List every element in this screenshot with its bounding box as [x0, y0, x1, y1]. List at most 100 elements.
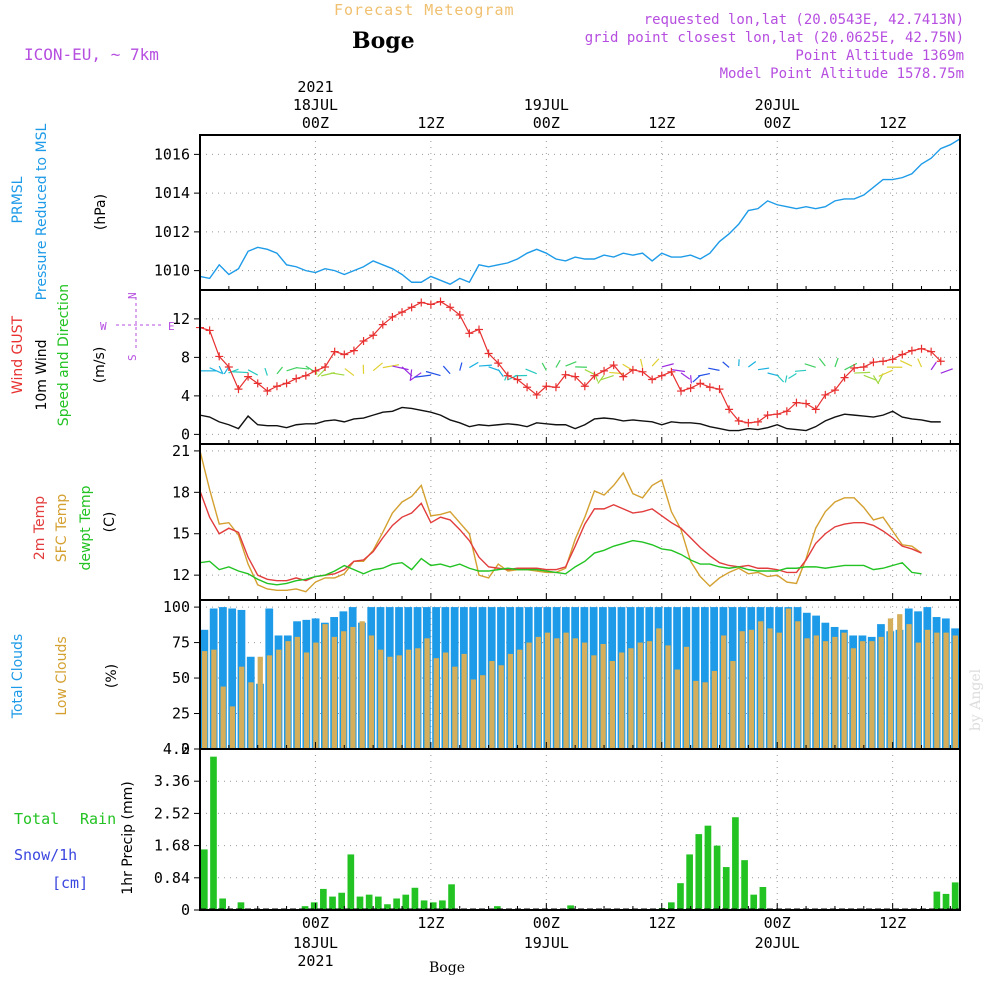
low-cloud-bar: [452, 666, 458, 749]
bottom-hour-label: 00Z: [302, 914, 329, 932]
gust-marker: [840, 373, 849, 382]
gust-marker: [455, 311, 464, 320]
low-cloud-bar: [906, 624, 912, 749]
gust-marker: [571, 372, 580, 381]
low-cloud-bar: [415, 648, 421, 749]
wind-direction-arrow: [818, 357, 826, 367]
y-tick-label: 0: [181, 901, 190, 919]
gust-marker: [821, 390, 830, 399]
low-cloud-bar: [563, 632, 569, 749]
low-cloud-bar: [822, 641, 829, 749]
wind-direction-arrow: [414, 374, 431, 378]
gust-marker: [657, 371, 666, 380]
wind-unit: (m/s): [92, 347, 108, 384]
rain-bar: [402, 894, 410, 910]
rain-bar: [201, 849, 208, 910]
wind-direction-arrow: [757, 367, 770, 371]
wind-direction-arrow: [899, 360, 913, 367]
wind-direction-arrow: [639, 358, 644, 368]
y-tick-label: 0.84: [154, 869, 190, 887]
gust-marker: [282, 379, 291, 388]
low-cloud-bar: [239, 666, 245, 749]
low-cloud-bar: [924, 629, 931, 749]
gust-marker: [734, 416, 743, 425]
station-title: Boge: [352, 28, 415, 54]
y-tick-label: 25: [172, 705, 190, 723]
rain-bar: [429, 902, 437, 910]
wind-direction-arrow: [708, 367, 720, 371]
top-year-label: 2021: [297, 78, 333, 96]
rain-bar: [329, 896, 336, 910]
wind-direction-arrow: [525, 368, 537, 375]
gust-marker: [224, 363, 233, 371]
gust-marker: [907, 346, 916, 355]
y-tick-label: 4: [181, 387, 190, 405]
gust-marker: [628, 365, 637, 374]
gust-marker: [590, 371, 599, 380]
rain-bar: [219, 898, 226, 910]
wind-direction-arrow: [382, 364, 400, 369]
low-cloud-bar: [470, 679, 477, 749]
top-hour-label: 00Z: [302, 114, 329, 132]
bottom-year-label: 2021: [297, 952, 333, 970]
rain-bar: [933, 891, 941, 910]
gust-marker: [272, 382, 281, 391]
wind-direction-arrow: [698, 372, 710, 377]
wind-direction-arrow: [878, 369, 893, 377]
wind-direction-arrow: [784, 375, 788, 383]
gust-marker: [311, 366, 320, 375]
low-cloud-bar: [517, 649, 523, 749]
low-cloud-bar: [544, 632, 551, 749]
precip-unit: 1hr Precip (mm): [120, 781, 136, 894]
wind-direction-arrow: [232, 371, 249, 374]
compass-s: S: [126, 354, 139, 361]
rain-bar: [320, 888, 327, 910]
sfc-temp-label: SFC Temp: [54, 494, 70, 563]
rain-bar: [411, 887, 419, 910]
gust-marker: [927, 347, 936, 356]
y-tick-label: 8: [181, 348, 190, 366]
total-clouds-label: Total Clouds: [10, 634, 26, 719]
low-cloud-bar: [405, 649, 412, 749]
wind-direction-arrow: [940, 368, 953, 374]
low-cloud-bar: [294, 636, 300, 749]
y-tick-label: 0: [181, 740, 190, 758]
rain-bar: [759, 887, 767, 910]
gust-marker: [715, 385, 724, 394]
low-cloud-bar: [795, 621, 801, 749]
y-tick-label: 1014: [154, 184, 190, 202]
gust-marker: [321, 363, 330, 371]
low-cloud-bar: [952, 635, 958, 749]
wind-direction-arrow: [788, 372, 797, 379]
low-clouds-label: Low Clouds: [54, 636, 70, 715]
footer-station: Boge: [429, 960, 465, 976]
gust-marker: [398, 308, 407, 317]
gust-marker: [263, 387, 272, 396]
wind-direction-arrow: [690, 375, 692, 384]
y-tick-label: 12: [172, 566, 190, 584]
gust-line: [199, 300, 942, 424]
wind-direction-arrow: [584, 369, 596, 376]
wind-direction-arrow: [872, 375, 880, 385]
low-cloud-bar: [229, 706, 236, 749]
rain-bar: [951, 882, 959, 910]
gust-marker: [917, 344, 926, 353]
rain-bar: [365, 894, 373, 910]
rain-bar: [942, 893, 950, 910]
top-date-label: 20JUL: [755, 96, 800, 114]
wind-direction-arrow: [392, 365, 409, 371]
gust-marker: [725, 405, 734, 414]
rain-bar: [356, 896, 364, 910]
wind-direction-arrow: [330, 372, 345, 376]
top-hour-label: 12Z: [648, 114, 675, 132]
low-cloud-bar: [739, 631, 745, 749]
gust-marker: [609, 361, 618, 370]
wind-direction-arrow: [671, 369, 686, 373]
pressure-line: [199, 138, 961, 285]
low-cloud-bar: [202, 651, 208, 749]
low-cloud-bar: [498, 665, 504, 749]
low-cloud-bar: [804, 638, 810, 749]
gust-marker: [619, 372, 628, 381]
gust-marker: [244, 372, 253, 381]
